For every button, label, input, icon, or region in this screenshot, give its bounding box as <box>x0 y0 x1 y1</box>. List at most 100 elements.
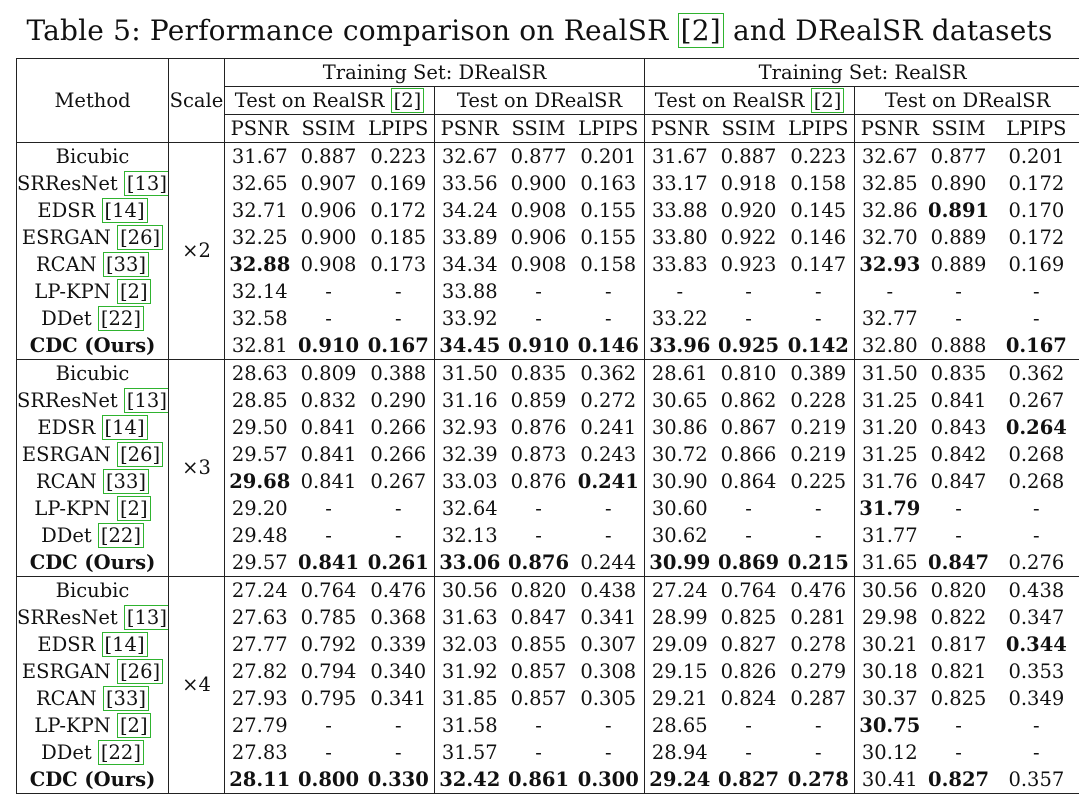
citation-link[interactable]: [26] <box>117 441 164 467</box>
value-cell: 0.266 <box>362 414 435 441</box>
value-cell: 32.81 <box>231 333 288 357</box>
value-cell: 33.17 <box>651 171 708 195</box>
value-cell: 33.92 <box>441 306 498 330</box>
value-cell: 0.307 <box>572 631 646 658</box>
citation-link[interactable]: [2] <box>116 495 151 521</box>
value-cell: 30.62 <box>651 523 708 547</box>
value-cell: 0.243 <box>572 441 646 468</box>
value-cell: - <box>535 279 542 303</box>
citation-link[interactable]: [2] <box>677 13 724 48</box>
value-cell: 29.98 <box>861 605 918 629</box>
value-cell: 0.241 <box>572 468 646 495</box>
citation-link[interactable]: [22] <box>97 305 144 331</box>
method-cell: SRResNet [13] <box>16 387 169 414</box>
value-cell: 0.476 <box>782 576 856 604</box>
value-cell: 32.65 <box>231 171 288 195</box>
value-cell: 0.809 <box>294 359 363 387</box>
citation-link[interactable]: [22] <box>97 739 144 765</box>
value-cell: - <box>362 495 435 522</box>
value-cell: 27.77 <box>231 632 288 656</box>
citation-link[interactable]: [14] <box>101 631 148 657</box>
table-row: RCAN [33] 32.88 0.908 0.173 34.34 0.908 0.158 3… <box>16 251 1079 278</box>
value-cell: 0.843 <box>930 415 987 439</box>
citation-link[interactable]: [33] <box>102 251 149 277</box>
value-cell: 0.145 <box>782 197 856 224</box>
value-cell: 30.99 <box>649 550 711 574</box>
table-row: SRResNet [13] 28.85 0.832 0.290 31.16 0.859 0.… <box>16 387 1079 414</box>
citation-link[interactable]: [13] <box>123 387 168 413</box>
table-row: Bicubic ×2 31.67 0.887 0.223 32.67 0.877 0.201 3… <box>16 142 1079 360</box>
value-cell: 0.170 <box>992 197 1079 224</box>
citation-link[interactable]: [33] <box>102 468 149 494</box>
citation-link[interactable]: [33] <box>102 685 149 711</box>
citation-link[interactable]: [2] <box>116 278 151 304</box>
value-cell: 29.20 <box>231 496 288 520</box>
value-cell: - <box>535 496 542 520</box>
value-cell: 0.142 <box>782 332 856 360</box>
value-cell: - <box>535 740 542 764</box>
value-cell: 0.308 <box>572 658 646 685</box>
value-cell: 0.305 <box>572 685 646 712</box>
value-cell: 0.908 <box>510 252 567 276</box>
citation-link[interactable]: [14] <box>101 197 148 223</box>
method-cell: ESRGAN [26] <box>16 224 169 251</box>
value-cell: 0.268 <box>992 468 1079 495</box>
citation-link[interactable]: [26] <box>117 658 164 684</box>
value-cell: 0.826 <box>720 659 777 683</box>
value-cell: 0.877 <box>504 142 573 170</box>
metric-header: PSNR <box>440 116 499 140</box>
value-cell: 32.93 <box>441 415 498 439</box>
value-cell: 28.85 <box>231 388 288 412</box>
value-cell: 29.24 <box>644 766 715 794</box>
citation-link[interactable]: [13] <box>123 604 168 630</box>
value-cell: 0.857 <box>510 659 567 683</box>
value-cell: 0.841 <box>300 415 357 439</box>
value-cell: 0.841 <box>300 442 357 466</box>
value-cell: 0.389 <box>782 359 856 387</box>
value-cell: - <box>535 523 542 547</box>
value-cell: 30.60 <box>651 496 708 520</box>
value-cell: 0.887 <box>714 142 783 170</box>
value-cell: - <box>362 278 435 305</box>
value-cell: 0.341 <box>572 604 646 631</box>
value-cell: 0.349 <box>992 685 1079 712</box>
value-cell: 0.339 <box>362 631 435 658</box>
metric-header: LPIPS <box>782 114 856 143</box>
citation-link[interactable]: [26] <box>117 224 164 250</box>
value-cell: 0.146 <box>782 224 856 251</box>
method-cell: EDSR [14] <box>16 631 169 658</box>
value-cell: - <box>362 522 435 549</box>
value-cell: 0.344 <box>992 631 1079 658</box>
value-cell: 34.45 <box>439 333 501 357</box>
value-cell: 0.825 <box>930 686 987 710</box>
value-cell: 0.847 <box>928 550 990 574</box>
citation-link[interactable]: [13] <box>123 170 168 196</box>
value-cell: 0.873 <box>510 442 567 466</box>
citation-link[interactable]: [22] <box>97 522 144 548</box>
method-cell: LP-KPN [2] <box>16 495 169 522</box>
method-cell: EDSR [14] <box>16 414 169 441</box>
value-cell: 0.922 <box>720 225 777 249</box>
value-cell: 0.266 <box>362 441 435 468</box>
test-group-header: Test on RealSR [2] <box>644 86 856 115</box>
citation-link[interactable]: [14] <box>101 414 148 440</box>
metric-header: SSIM <box>931 116 986 140</box>
value-cell: - <box>745 740 752 764</box>
metric-header: LPIPS <box>572 114 646 143</box>
citation-link[interactable]: [2] <box>390 87 425 113</box>
value-cell: 0.172 <box>992 224 1079 251</box>
citation-link[interactable]: [2] <box>116 712 151 738</box>
value-cell: 0.864 <box>720 469 777 493</box>
value-cell: 0.827 <box>924 766 993 794</box>
value-cell: 28.65 <box>651 713 708 737</box>
value-cell: 0.357 <box>992 766 1079 794</box>
value-cell: 33.03 <box>441 469 498 493</box>
value-cell: - <box>955 279 962 303</box>
value-cell: 30.56 <box>434 576 505 604</box>
table-row: EDSR [14] 29.50 0.841 0.266 32.93 0.876 0.241 3… <box>16 414 1079 441</box>
value-cell: 0.887 <box>294 142 363 170</box>
value-cell: 0.835 <box>504 359 573 387</box>
value-cell: - <box>992 305 1079 332</box>
citation-link[interactable]: [2] <box>810 87 845 113</box>
value-cell: 27.24 <box>644 576 715 604</box>
